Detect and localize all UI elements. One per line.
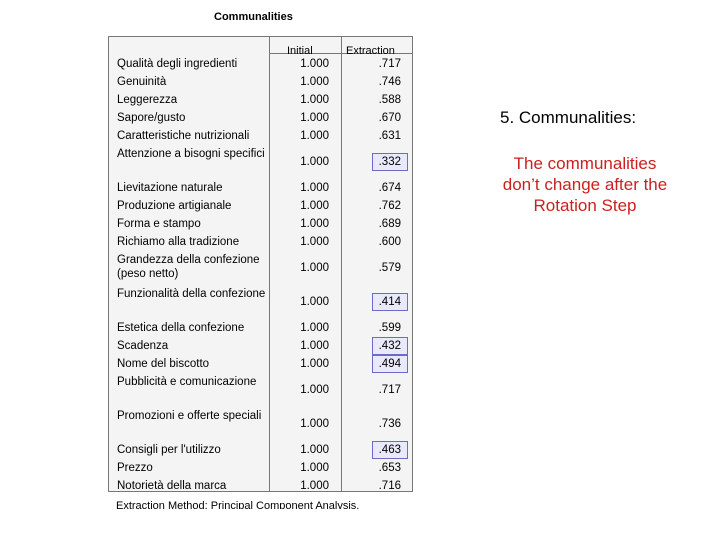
initial-value: 1.000 [300, 58, 329, 70]
table-row: Prezzo 1.000 .653 [109, 459, 412, 477]
initial-value: 1.000 [300, 444, 329, 456]
header-initial: Initial [287, 45, 313, 57]
column-divider [269, 37, 270, 491]
table-row: Pubblicità e comunicazione 1.000 .717 [109, 373, 412, 407]
table-row: Leggerezza 1.000 .588 [109, 91, 412, 109]
row-label: Genuinità [117, 76, 167, 88]
extraction-value: .599 [378, 322, 401, 334]
extraction-value: .746 [378, 76, 401, 88]
extraction-value: .717 [378, 384, 401, 396]
row-label: Nome del biscotto [117, 358, 210, 370]
table-row: Consigli per l'utilizzo 1.000 .463 [109, 441, 412, 459]
row-label: Consigli per l'utilizzo [117, 444, 221, 456]
extraction-value: .414 [378, 296, 401, 308]
initial-value: 1.000 [300, 236, 329, 248]
highlight-box [372, 441, 408, 459]
extraction-value: .579 [378, 262, 401, 274]
row-label: Grandezza della confezione (peso netto) [117, 254, 260, 280]
initial-value: 1.000 [300, 94, 329, 106]
table-row: Qualità degli ingredienti 1.000 .717 [109, 55, 412, 73]
header-extraction: Extraction [346, 45, 395, 57]
row-label: Estetica della confezione [117, 322, 245, 334]
extraction-value: .600 [378, 236, 401, 248]
header-divider [269, 53, 412, 54]
extraction-value: .762 [378, 200, 401, 212]
table-row: Lievitazione naturale 1.000 .674 [109, 179, 412, 197]
highlight-box [372, 337, 408, 355]
row-label: Sapore/gusto [117, 112, 186, 124]
row-label: Caratteristiche nutrizionali [117, 130, 250, 142]
table-row: Estetica della confezione 1.000 .599 [109, 319, 412, 337]
table-row: Sapore/gusto 1.000 .670 [109, 109, 412, 127]
table-row: Richiamo alla tradizione 1.000 .600 [109, 233, 412, 251]
extraction-value: .717 [378, 58, 401, 70]
table-row: Grandezza della confezione (peso netto) 1… [109, 251, 412, 285]
initial-value: 1.000 [300, 340, 329, 352]
table-row: Produzione artigianale 1.000 .762 [109, 197, 412, 215]
table-footnote: Extraction Method: Principal Component A… [116, 500, 360, 509]
row-label: Funzionalità della confezione [117, 288, 266, 300]
column-divider [341, 37, 342, 491]
extraction-value: .653 [378, 462, 401, 474]
extraction-value: .670 [378, 112, 401, 124]
extraction-value: .432 [378, 340, 401, 352]
extraction-value: .463 [378, 444, 401, 456]
extraction-value: .736 [378, 418, 401, 430]
row-label: Richiamo alla tradizione [117, 236, 240, 248]
initial-value: 1.000 [300, 418, 329, 430]
row-label: Qualità degli ingredienti [117, 58, 238, 70]
extraction-value: .716 [378, 480, 401, 492]
initial-value: 1.000 [300, 130, 329, 142]
highlight-box [372, 153, 408, 171]
highlight-box [372, 355, 408, 373]
table-row: Forma e stampo 1.000 .689 [109, 215, 412, 233]
extraction-value: .332 [378, 156, 401, 168]
initial-value: 1.000 [300, 262, 329, 274]
table-row: Promozioni e offerte speciali 1.000 .736 [109, 407, 412, 441]
row-label: Lievitazione naturale [117, 182, 223, 194]
initial-value: 1.000 [300, 112, 329, 124]
row-label: Forma e stampo [117, 218, 201, 230]
row-label: Attenzione a bisogni specifici [117, 148, 265, 160]
table-row: Caratteristiche nutrizionali 1.000 .631 [109, 127, 412, 145]
initial-value: 1.000 [300, 322, 329, 334]
extraction-value: .494 [378, 358, 401, 370]
initial-value: 1.000 [300, 76, 329, 88]
initial-value: 1.000 [300, 218, 329, 230]
table-row: Funzionalità della confezione 1.000 .414 [109, 285, 412, 319]
slide-heading: 5. Communalities: [500, 108, 637, 127]
initial-value: 1.000 [300, 462, 329, 474]
row-label: Prezzo [117, 462, 153, 474]
slide-note: The communalities don’t change after the… [502, 154, 668, 215]
initial-value: 1.000 [300, 156, 329, 168]
initial-value: 1.000 [300, 182, 329, 194]
initial-value: 1.000 [300, 200, 329, 212]
table-row: Attenzione a bisogni specifici 1.000 .332 [109, 145, 412, 179]
initial-value: 1.000 [300, 384, 329, 396]
highlight-box [372, 293, 408, 311]
initial-value: 1.000 [300, 358, 329, 370]
initial-value: 1.000 [300, 480, 329, 492]
row-label: Pubblicità e comunicazione [117, 376, 257, 388]
extraction-value: .631 [378, 130, 401, 142]
table-row: Nome del biscotto 1.000 .494 [109, 355, 412, 373]
initial-value: 1.000 [300, 296, 329, 308]
row-label: Scadenza [117, 340, 169, 352]
extraction-value: .588 [378, 94, 401, 106]
row-label: Produzione artigianale [117, 200, 232, 212]
table-row: Genuinità 1.000 .746 [109, 73, 412, 91]
row-label: Notorietà della marca [117, 480, 227, 492]
row-label: Leggerezza [117, 94, 178, 106]
row-label: Promozioni e offerte speciali [117, 410, 262, 422]
table-row: Notorietà della marca 1.000 .716 [109, 477, 412, 495]
table-title: Communalities [214, 11, 293, 23]
communalities-table: Initial Extraction Qualità degli ingredi… [108, 36, 413, 492]
extraction-value: .674 [378, 182, 401, 194]
extraction-value: .689 [378, 218, 401, 230]
table-row: Scadenza 1.000 .432 [109, 337, 412, 355]
